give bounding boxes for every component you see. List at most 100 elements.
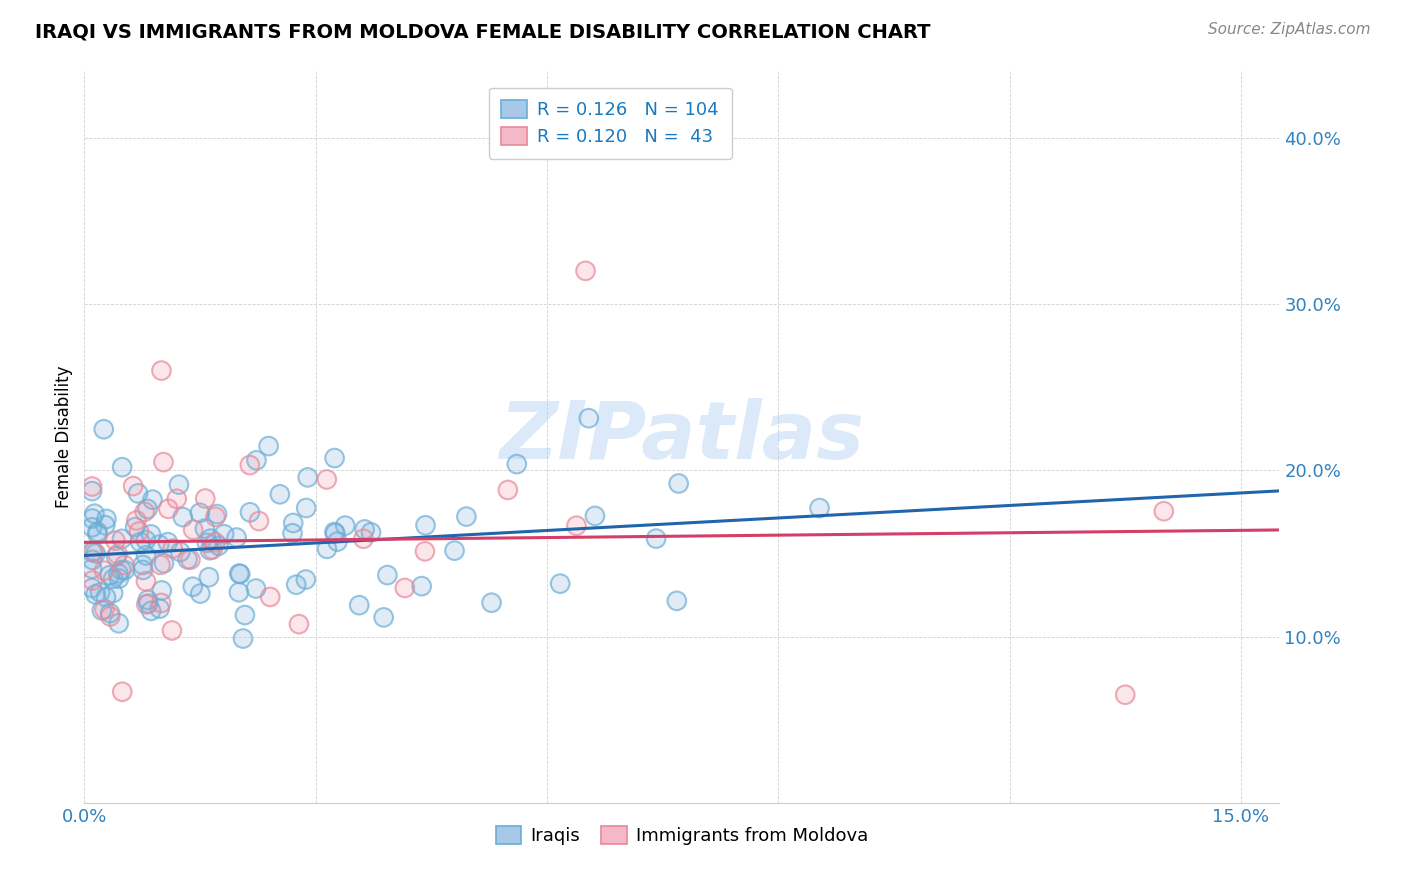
Point (377, 568, 399, 582)
Point (269, 487, 291, 501)
Point (150, 363, 173, 377)
Point (295, 573, 318, 587)
Point (415, 518, 437, 533)
Point (111, 532, 134, 546)
Point (297, 470, 319, 484)
Point (204, 535, 226, 549)
Point (413, 544, 436, 558)
Point (105, 549, 128, 564)
Point (108, 572, 131, 586)
Point (83, 545, 105, 559)
Point (166, 491, 188, 506)
Point (101, 572, 124, 586)
Point (111, 685, 134, 699)
Point (201, 542, 224, 557)
Point (245, 453, 267, 467)
Point (259, 590, 281, 604)
Point (1114, 688, 1136, 702)
Point (188, 586, 211, 600)
Point (323, 526, 346, 541)
Point (496, 483, 519, 497)
Point (181, 580, 204, 594)
Point (80, 479, 103, 493)
Point (122, 479, 145, 493)
Point (129, 535, 152, 549)
Point (84, 587, 107, 601)
Point (152, 455, 174, 469)
Point (574, 264, 596, 278)
Point (194, 491, 217, 506)
Point (335, 518, 357, 533)
Point (124, 520, 146, 534)
Point (82, 511, 104, 525)
Point (207, 539, 229, 553)
Point (360, 525, 382, 540)
Point (93, 564, 115, 578)
Point (169, 545, 191, 559)
Point (281, 526, 304, 541)
Point (283, 516, 305, 530)
Point (179, 552, 201, 566)
Point (456, 509, 478, 524)
Point (86, 524, 108, 539)
Point (205, 507, 228, 521)
Point (132, 563, 155, 577)
Point (194, 522, 217, 536)
Point (149, 558, 172, 572)
Point (565, 518, 588, 533)
Point (257, 439, 280, 453)
Point (84, 546, 107, 560)
Point (153, 556, 176, 570)
Point (578, 411, 600, 425)
Point (114, 563, 136, 577)
Point (548, 576, 571, 591)
Point (80, 520, 103, 534)
Point (114, 558, 136, 572)
Point (114, 558, 136, 572)
Point (156, 535, 179, 549)
Point (98, 609, 121, 624)
Point (156, 535, 179, 549)
Point (229, 567, 252, 582)
Point (127, 486, 149, 500)
Point (93, 422, 115, 436)
Point (129, 535, 152, 549)
Point (583, 508, 606, 523)
Point (160, 624, 183, 638)
Point (179, 552, 201, 566)
Point (96, 512, 118, 526)
Point (288, 617, 311, 632)
Point (373, 610, 395, 624)
Point (93, 564, 115, 578)
Point (107, 566, 129, 581)
Point (228, 585, 250, 599)
Point (225, 531, 247, 545)
Point (204, 509, 226, 524)
Point (125, 513, 148, 527)
Point (326, 534, 349, 549)
Point (80, 479, 103, 493)
Point (665, 594, 688, 608)
Point (239, 458, 262, 472)
Point (360, 525, 382, 540)
Point (225, 531, 247, 545)
Point (269, 487, 291, 501)
Point (108, 572, 131, 586)
Point (172, 510, 194, 524)
Point (323, 451, 346, 466)
Point (377, 568, 399, 582)
Point (166, 491, 188, 506)
Point (83, 507, 105, 521)
Point (194, 491, 217, 506)
Point (157, 501, 180, 516)
Point (135, 597, 157, 611)
Point (645, 532, 668, 546)
Point (98, 606, 121, 620)
Point (188, 506, 211, 520)
Point (335, 518, 357, 533)
Point (93, 602, 115, 616)
Point (82, 574, 104, 588)
Point (259, 590, 281, 604)
Point (86, 524, 108, 539)
Point (443, 543, 465, 558)
